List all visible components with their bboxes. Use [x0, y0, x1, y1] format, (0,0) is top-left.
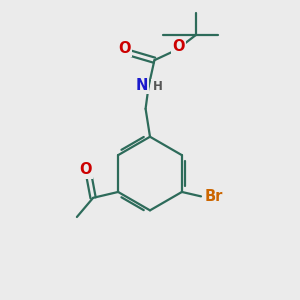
Text: O: O — [79, 162, 92, 177]
Text: O: O — [172, 39, 185, 54]
Text: H: H — [152, 80, 162, 93]
Text: N: N — [136, 78, 148, 93]
Text: Br: Br — [205, 189, 224, 204]
Text: O: O — [119, 41, 131, 56]
